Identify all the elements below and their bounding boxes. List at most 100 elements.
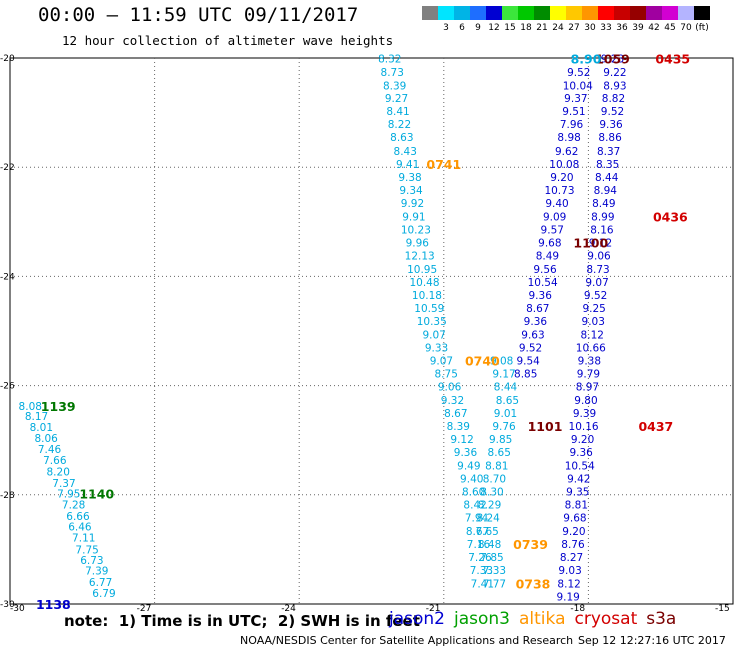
track-id-label: 1059 <box>595 52 630 67</box>
scale-swatch <box>518 6 534 20</box>
scale-swatch <box>566 6 582 20</box>
track-id-label: 0435 <box>655 52 690 67</box>
scale-swatch <box>630 6 646 20</box>
swh-value-label: 9.39 <box>573 408 596 420</box>
swh-value-label: 8.37 <box>597 146 620 158</box>
swh-value-label: 7.95 <box>57 489 80 501</box>
swh-value-label: 6.79 <box>92 588 115 600</box>
scale-label: 36 <box>616 23 628 33</box>
swh-value-label: 9.12 <box>450 434 473 446</box>
swh-value-label: 10.04 <box>563 80 593 92</box>
swh-value-label: 10.18 <box>412 290 442 302</box>
y-tick-label: -30 <box>0 600 15 610</box>
swh-value-label: 8.42 <box>463 500 486 512</box>
x-tick-label: -27 <box>137 604 152 614</box>
swh-value-label: 9.32 <box>441 395 464 407</box>
swh-value-label: 9.09 <box>543 211 566 223</box>
swh-value-label: 10.66 <box>576 342 606 354</box>
swh-value-label: 8.99 <box>591 211 614 223</box>
scale-label: 18 <box>520 23 532 33</box>
swh-value-label: 10.54 <box>528 277 558 289</box>
swh-value-label: 9.76 <box>492 421 516 433</box>
swh-value-label: 9.06 <box>438 382 462 394</box>
scale-swatch <box>678 6 694 20</box>
scale-label: 21 <box>536 23 548 33</box>
plot-frame <box>9 57 734 605</box>
swh-value-label: 8.43 <box>394 146 417 158</box>
swh-value-label: 9.80 <box>574 395 597 407</box>
y-tick-label: -22 <box>0 163 15 173</box>
swh-value-label: 9.27 <box>385 93 408 105</box>
swh-value-label: 8.16 <box>590 224 614 236</box>
scale-label: 24 <box>552 23 564 33</box>
scale-label: 3 <box>443 23 449 33</box>
swh-value-label: 9.37 <box>564 93 587 105</box>
swh-value-label: 9.25 <box>582 303 605 315</box>
scale-label: 12 <box>488 23 500 33</box>
swh-value-label: 9.07 <box>585 277 608 289</box>
swh-value-label: 9.92 <box>401 198 424 210</box>
track-id-label: 0741 <box>426 157 461 172</box>
y-tick-label: -24 <box>0 272 15 282</box>
swh-value-label: 9.34 <box>399 185 423 197</box>
swh-value-label: 8.97 <box>576 382 599 394</box>
swh-value-label: 9.91 <box>402 211 425 223</box>
scale-label: 27 <box>568 23 580 33</box>
scale-swatch <box>422 6 438 20</box>
swh-value-label: 6.46 <box>68 521 92 533</box>
scale-swatch <box>614 6 630 20</box>
swh-value-label: 6.73 <box>80 555 103 567</box>
legend-entry: s3a <box>646 609 677 629</box>
chart-subtitle: 12 hour collection of altimeter wave hei… <box>62 33 394 48</box>
swh-value-label: 6.66 <box>66 511 90 523</box>
swh-value-label: 8.35 <box>596 159 619 171</box>
track-id-label: 0436 <box>653 209 688 224</box>
swh-value-label: 10.16 <box>569 421 599 433</box>
satellite-legend: jason2 jason3 altika cryosat s3a <box>389 609 685 629</box>
track-id-label: 0738 <box>516 576 551 591</box>
swh-value-label: 8.01 <box>30 422 53 434</box>
swh-value-label: 9.79 <box>577 369 600 381</box>
swh-value-label: 8.30 <box>480 487 503 499</box>
x-tick-label: -15 <box>715 604 730 614</box>
swh-value-label: 9.36 <box>454 447 478 459</box>
x-tick-label: -18 <box>570 604 585 614</box>
swh-value-label: 9.36 <box>569 447 593 459</box>
swh-value-label: 7.16 <box>467 539 491 551</box>
swh-value-label: 9.62 <box>555 146 578 158</box>
swh-value-label: 8.12 <box>557 578 580 590</box>
swh-value-label: 8.32 <box>378 54 401 66</box>
scale-label: 15 <box>504 23 516 33</box>
swh-value-label: 10.23 <box>401 224 431 236</box>
swh-value-label: 9.07 <box>430 355 453 367</box>
scale-swatch <box>582 6 598 20</box>
legend-entry: jason3 <box>454 609 510 629</box>
swh-value-label: 8.48 <box>478 539 501 551</box>
swh-value-label: 9.57 <box>541 224 564 236</box>
x-tick-label: -30 <box>10 604 25 614</box>
swh-value-label: 9.40 <box>460 473 483 485</box>
scale-label: 70 <box>680 23 692 33</box>
swh-value-label: 9.63 <box>521 329 544 341</box>
scale-label: 33 <box>600 23 612 33</box>
swh-value-label: 9.20 <box>571 434 594 446</box>
swh-value-label: 9.20 <box>550 172 573 184</box>
swh-value-label: 8.27 <box>560 552 583 564</box>
x-tick-label: -21 <box>426 604 441 614</box>
y-tick-label: -28 <box>0 491 15 501</box>
swh-value-label: 9.07 <box>422 329 445 341</box>
swh-value-label: 7.65 <box>475 526 498 538</box>
swh-value-label: 9.03 <box>582 316 605 328</box>
swh-value-label: 9.23 <box>601 54 624 66</box>
swh-value-label: 9.96 <box>406 238 430 250</box>
track-id-label: 1100 <box>573 236 608 251</box>
swh-value-label: 9.36 <box>524 316 548 328</box>
swh-value-label: 7.46 <box>38 444 62 456</box>
swh-value-label: 9.56 <box>533 264 557 276</box>
swh-value-label: 7.33 <box>470 565 493 577</box>
swh-value-label: 9.68 <box>538 238 561 250</box>
scale-swatch <box>662 6 678 20</box>
swh-value-label: 9.01 <box>494 408 517 420</box>
scale-label: 39 <box>632 23 644 33</box>
scale-label: 30 <box>584 23 596 33</box>
